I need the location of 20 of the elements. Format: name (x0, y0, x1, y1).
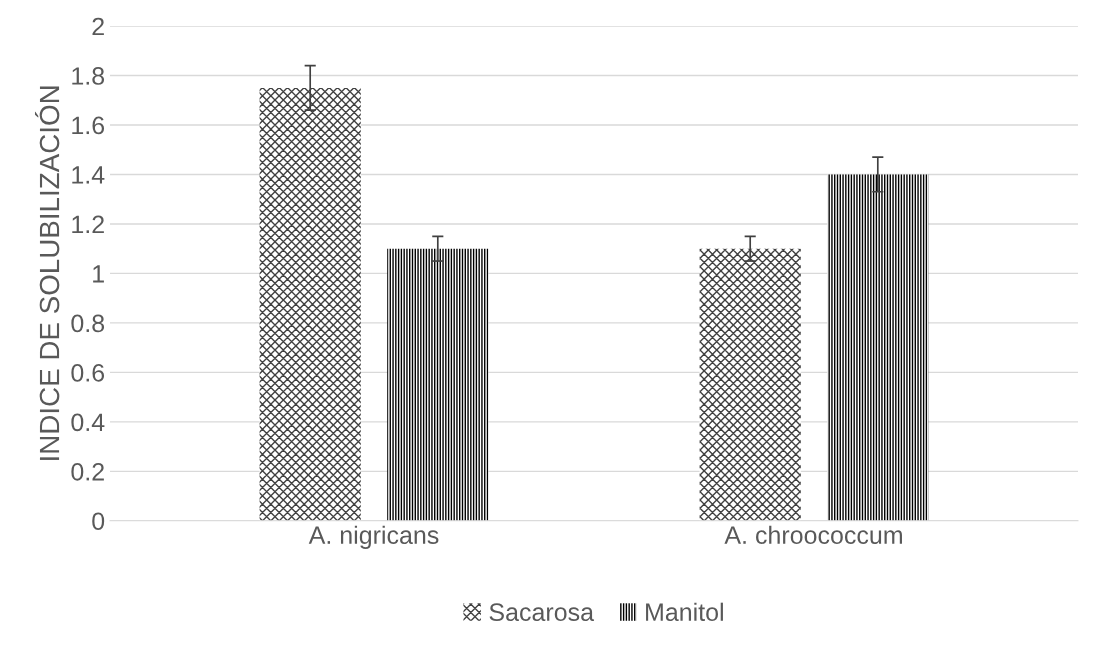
bar (827, 174, 929, 521)
legend-label: Manitol (646, 602, 723, 622)
legend-label: Sacarosa (489, 603, 595, 622)
y-tick-label: 0 (92, 512, 105, 531)
bar (699, 248, 801, 521)
y-tick-label: 1.2 (72, 215, 104, 233)
y-tick-label: 2 (92, 17, 104, 36)
bar (259, 87, 361, 521)
x-tick-label: A. chroococcum (724, 525, 902, 545)
y-tick-label: 0.6 (71, 363, 105, 382)
y-tick-label: 0.2 (71, 462, 104, 481)
y-tick-label: 1 (93, 265, 104, 283)
y-tick-label: 0.4 (71, 413, 105, 432)
y-axis-title: INDICE DE SOLUBILIZACIÓN (34, 86, 60, 460)
y-tick-label: 1.4 (72, 166, 105, 184)
y-tick-label: 1.6 (72, 116, 105, 135)
y-tick-label: 1.8 (72, 67, 105, 85)
x-tick-label: A. nigricans (308, 525, 439, 549)
bar (387, 248, 489, 521)
y-tick-label: 0.8 (71, 314, 105, 333)
